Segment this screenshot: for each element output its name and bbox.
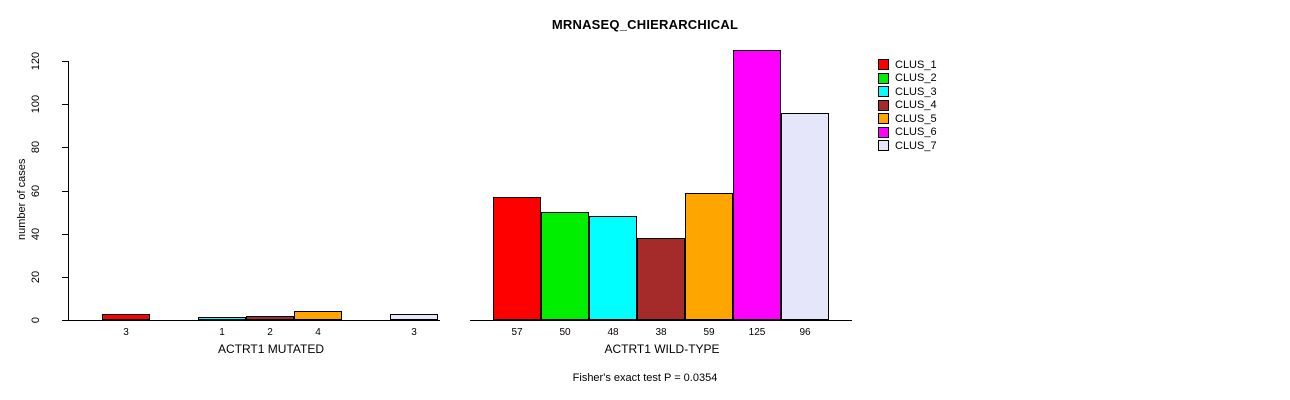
legend-item-label: CLUS_2 (895, 72, 937, 85)
group-axis-label: ACTRT1 MUTATED (217, 342, 324, 356)
bar (246, 315, 294, 320)
legend: CLUS_1 CLUS_2 CLUS_3 CLUS_4 CLUS_5 CLUS_6 CLUS… (878, 58, 937, 153)
legend-item: CLUS_6 (878, 126, 937, 140)
bar-value-label: 4 (315, 327, 321, 338)
bar (781, 112, 829, 320)
bar-value-label: 50 (559, 327, 571, 338)
y-axis-tick-label: 120 (30, 51, 42, 71)
legend-item: CLUS_7 (878, 139, 937, 153)
bar-value-label: 1 (219, 327, 225, 338)
chart-title: MRNASEQ_CHIERARCHICAL (551, 17, 739, 32)
legend-color-swatch-icon (878, 140, 889, 152)
bar-value-label: 3 (411, 327, 417, 338)
bar-value-label: 57 (511, 327, 523, 338)
legend-item: CLUS_2 (878, 72, 937, 86)
y-axis-line (68, 61, 69, 321)
bar-value-label: 2 (267, 327, 273, 338)
x-axis-baseline (470, 320, 852, 321)
y-axis-title: number of cases (16, 158, 28, 240)
y-axis-tick-label: 60 (30, 184, 42, 197)
legend-item-label: CLUS_4 (895, 99, 937, 112)
legend-color-swatch-icon (878, 86, 889, 98)
bar (733, 50, 781, 320)
legend-color-swatch-icon (878, 59, 889, 71)
y-axis-tick-mark (62, 104, 68, 106)
legend-item: CLUS_5 (878, 112, 937, 126)
bar-value-label: 3 (123, 327, 129, 338)
y-axis-tick-label: 80 (30, 141, 42, 154)
legend-color-swatch-icon (878, 126, 889, 138)
y-axis-tick-label: 0 (30, 316, 42, 324)
legend-item-label: CLUS_7 (895, 139, 937, 152)
legend-color-swatch-icon (878, 72, 889, 84)
bar (294, 311, 342, 320)
y-axis-tick-mark (62, 233, 68, 235)
y-axis-tick-mark (62, 147, 68, 149)
legend-item: CLUS_4 (878, 99, 937, 113)
y-axis-tick-mark (62, 190, 68, 192)
bar (541, 212, 589, 320)
y-axis-tick-mark (62, 61, 68, 62)
y-axis-tick-mark (62, 276, 68, 278)
legend-color-swatch-icon (878, 113, 889, 125)
y-axis-tick-label: 100 (30, 94, 42, 114)
x-axis-baseline (68, 320, 440, 321)
bar (390, 313, 438, 320)
y-axis-tick-label: 40 (30, 227, 42, 240)
legend-item-label: CLUS_5 (895, 112, 937, 125)
legend-item-label: CLUS_1 (895, 58, 937, 71)
legend-color-swatch-icon (878, 99, 889, 111)
legend-item: CLUS_3 (878, 85, 937, 99)
bar (589, 216, 637, 320)
bar (637, 237, 685, 320)
bar-value-label: 38 (655, 327, 667, 338)
bar-value-label: 96 (799, 327, 811, 338)
y-axis-tick-mark (62, 320, 68, 321)
group-axis-label: ACTRT1 WILD-TYPE (604, 342, 720, 356)
bar (685, 192, 733, 320)
bar-value-label: 59 (703, 327, 715, 338)
y-axis-tick-label: 20 (30, 270, 42, 283)
legend-item-label: CLUS_3 (895, 85, 937, 98)
bar-value-label: 48 (607, 327, 619, 338)
bar (493, 196, 541, 320)
bar-value-label: 125 (748, 327, 766, 338)
bar (198, 317, 246, 320)
fisher-test-annotation: Fisher's exact test P = 0.0354 (572, 372, 718, 384)
legend-item: CLUS_1 (878, 58, 937, 72)
bar (102, 313, 150, 320)
legend-item-label: CLUS_6 (895, 126, 937, 139)
